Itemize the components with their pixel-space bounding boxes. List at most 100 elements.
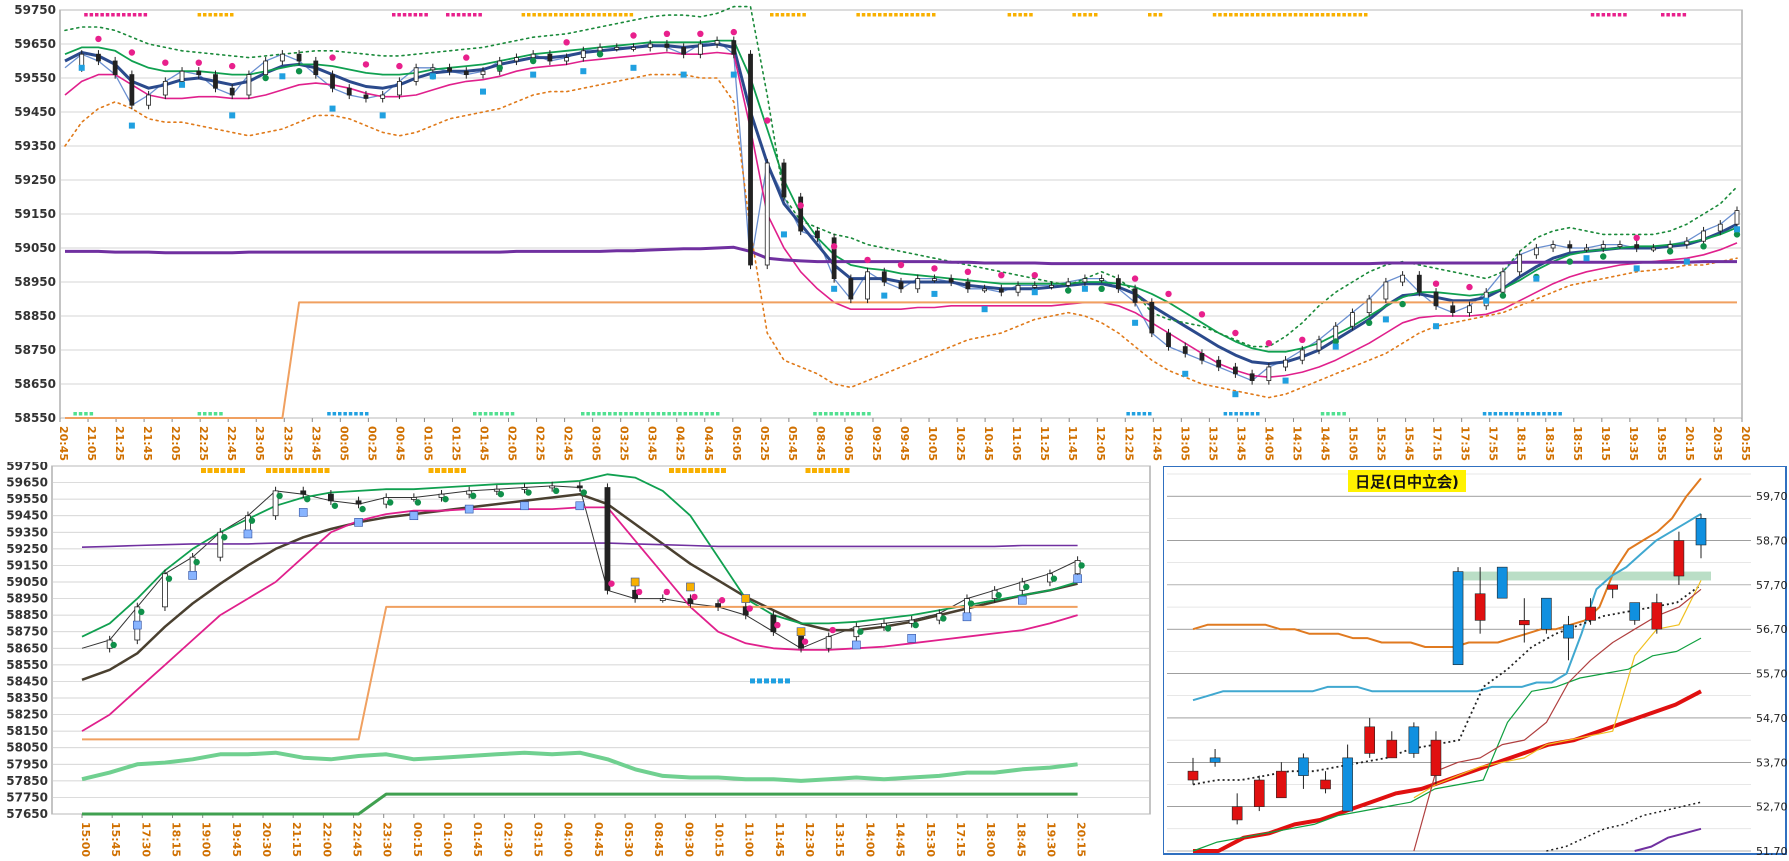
candle-body-5min [279,53,285,62]
candle-body-5min [798,196,804,232]
signal-square-blue [1031,289,1038,296]
candle-body-5min [1684,240,1690,245]
x-tick-label-5min: 19:35 [1627,426,1640,461]
signal-dot-pink [362,61,370,68]
candle-body-5min [697,43,703,55]
candle-body-5min [1667,244,1673,249]
x-tick-label-15min: 18:00 [984,822,997,857]
marker-top [899,13,904,17]
daily-candle-bull [1342,757,1353,812]
x-tick-label-15min: 20:30 [260,822,273,857]
marker-top-15min [227,468,232,473]
chart-daily: 59,700 58,700 57,700 56,700 55,700 54,700 53,7… [1162,465,1789,858]
marker-bottom [689,412,693,416]
signal-square-blue [329,105,336,112]
signal-dot-green [940,615,947,622]
marker-bottom [1482,412,1487,416]
candle-body-15min [355,500,362,505]
daily-candle-bear [1430,739,1442,776]
marker-top [527,13,531,17]
signal-dot-pink [396,62,403,70]
candle-body-5min [480,70,486,75]
x-tick-label-15min: 01:00 [441,822,454,857]
y-tick-label-15min: 58650 [6,641,48,655]
marker-top [586,13,590,17]
marker-top [548,13,553,17]
candle-body-5min [514,57,519,62]
marker-top [1018,13,1022,17]
signal-dot-pink [931,265,938,272]
marker-top-15min [818,468,824,473]
daily-candle-bear [1386,739,1398,759]
y-tick-label-daily: 55,700 [1756,668,1787,681]
x-tick-label-5min: 20:15 [1683,426,1696,461]
series-baseline [65,245,1737,266]
signal-dot-green [1023,583,1030,591]
signal-dot-green [1332,338,1339,345]
marker-top-15min [454,468,460,473]
x-tick-label-5min: 02:25 [534,426,547,461]
candle-body-5min [1416,274,1422,293]
candle-body-15min [881,623,887,628]
signal-dot-green [1566,258,1574,265]
y-tick-label-15min: 57850 [6,774,48,788]
x-tick-label-15min: 14:00 [863,822,876,857]
marker-top [613,13,617,17]
x-tick-label-15min: 19:45 [230,822,243,857]
marker-bottom [716,412,720,416]
marker-top [1153,13,1157,17]
signal-square-blue [1633,265,1640,272]
marker-top-15min [825,468,830,473]
x-tick-label-5min: 21:05 [85,426,98,461]
x-tick-label-5min: 21:45 [141,426,154,461]
signal-square-blue [831,285,838,292]
signal-dot-green [262,74,269,82]
marker-top [926,13,931,17]
x-tick-label-5min: 18:15 [1515,426,1528,461]
x-tick-label-5min: 18:35 [1543,426,1556,461]
signal-square [796,627,806,637]
candle-body-15min [715,603,721,608]
marker-bottom [343,412,347,416]
daily-candle-bear [1276,770,1287,799]
daily-candle-bear [1187,770,1199,781]
daily-candle-bear [1474,593,1486,621]
marker-top [1590,13,1595,17]
candle-body-5min [380,94,386,99]
chart-15min-svg: 59750 59650 59550 59450 59350 59250 59150 59050… [6,459,1151,857]
signal-square-blue [680,71,687,78]
chart-5min-svg: 59750 59650 59550 59450 59350 59250 59150 59050… [14,3,1752,461]
candle-body-15min [908,619,915,624]
marker-blue-15min [764,678,769,684]
marker-top [143,13,148,17]
marker-bottom [656,412,661,416]
marker-top-15min [292,468,297,473]
x-tick-label-5min: 00:05 [337,426,350,461]
x-tick-label-5min: 00:25 [365,426,378,461]
candle-body-5min [1550,244,1556,249]
marker-top-15min [688,468,694,473]
marker-bottom [73,412,77,416]
signal-dot-pink [774,621,781,629]
marker-top [424,13,428,17]
marker-top [597,13,601,17]
y-tick-label-15min: 59250 [6,542,48,556]
candle-body-5min [631,47,636,50]
marker-bottom [1326,412,1330,416]
marker-top-15min [701,468,707,473]
signal-square-blue [1232,391,1239,398]
marker-top [462,13,466,17]
daily-candle-bear [1231,806,1243,821]
candle-body-15min [438,493,445,498]
y-tick-label-15min: 58350 [6,691,48,705]
signal-dot-pink [162,59,169,66]
signal-dot-pink [1466,283,1473,291]
signal-dot-green [331,502,339,509]
marker-top [856,13,860,17]
marker-top [89,13,94,17]
candle-body-5min [1283,359,1288,368]
signal-dot-pink [635,588,643,596]
signal-dot-green [248,517,256,524]
marker-top [1612,13,1616,17]
marker-top [867,13,871,17]
